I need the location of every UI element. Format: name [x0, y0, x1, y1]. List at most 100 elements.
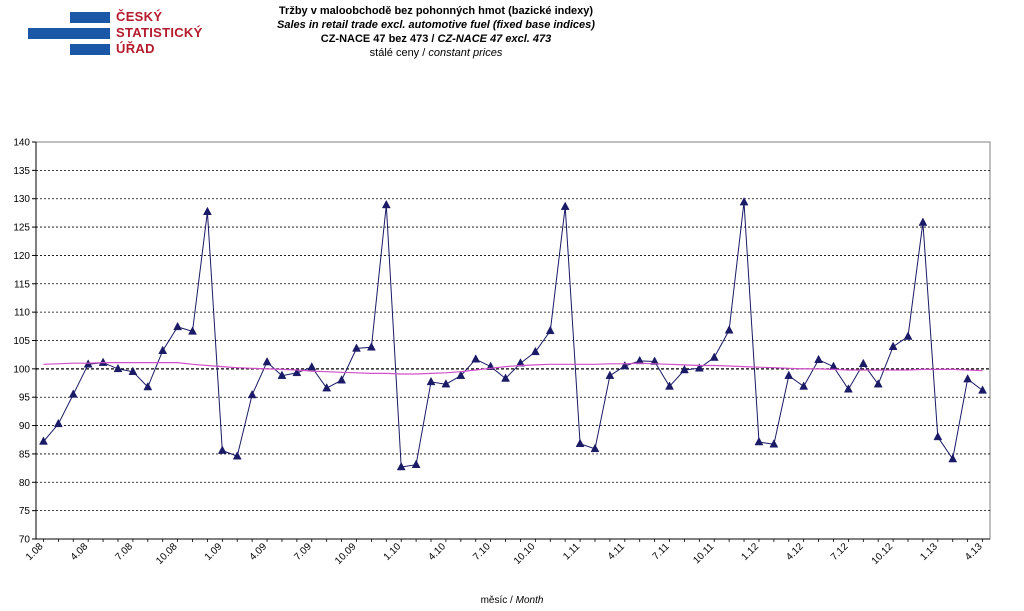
x-tick-label: 10.08 — [154, 541, 180, 567]
logo-bar-bottom — [70, 44, 110, 55]
x-tick-label: 10.09 — [333, 541, 359, 567]
data-point-marker — [754, 436, 764, 446]
chart-header: Tržby v maloobchodě bez pohonných hmot (… — [186, 4, 686, 60]
data-point-marker — [620, 360, 630, 370]
data-point-marker — [173, 321, 183, 331]
x-tick-label: 7.10 — [471, 541, 493, 563]
data-point-marker — [307, 362, 317, 371]
data-point-marker — [843, 384, 853, 393]
data-point-marker — [501, 373, 510, 382]
data-point-marker — [381, 199, 391, 209]
x-tick-label: 10.11 — [691, 541, 716, 566]
data-point-marker — [113, 363, 123, 373]
data-point-marker — [769, 439, 779, 448]
data-point-marker — [322, 383, 332, 392]
data-point-marker — [456, 370, 466, 379]
data-point-marker — [933, 431, 943, 441]
x-tick-label: 10.12 — [870, 541, 896, 567]
nace-separator: / — [428, 33, 438, 45]
logo-text-line2: STATISTICKÝ — [116, 25, 203, 40]
data-point-marker — [39, 436, 48, 445]
data-point-marker — [575, 438, 585, 447]
x-tick-label: 4.11 — [606, 541, 627, 562]
data-point-marker — [665, 381, 674, 390]
x-axis-title: měsíc / Month — [0, 595, 1024, 606]
y-tick-label: 70 — [19, 535, 31, 546]
data-point-marker — [560, 201, 570, 210]
prices-separator: / — [419, 47, 429, 59]
data-point-marker — [814, 354, 823, 364]
data-point-marker — [680, 364, 689, 374]
y-tick-label: 120 — [13, 251, 30, 262]
y-tick-label: 95 — [19, 393, 31, 404]
data-point-marker — [247, 389, 257, 399]
series-line-trend — [43, 362, 983, 375]
data-point-marker — [262, 357, 272, 366]
data-point-marker — [441, 379, 451, 388]
x-axis-title-en: Month — [515, 595, 544, 606]
data-point-marker — [277, 370, 287, 379]
data-point-marker — [799, 381, 809, 390]
data-point-marker — [337, 375, 346, 384]
chart-title-cz: Tržby v maloobchodě bez pohonných hmot (… — [278, 5, 594, 17]
data-point-marker — [128, 366, 138, 375]
csu-logo: ČESKÝ STATISTICKÝ ÚŘAD — [28, 10, 208, 58]
y-tick-label: 80 — [19, 478, 31, 489]
data-point-marker — [516, 358, 525, 367]
y-tick-label: 125 — [13, 223, 30, 234]
x-tick-label: 7.11 — [651, 541, 672, 562]
series-line-sales-index — [43, 202, 983, 468]
prices-en: constant prices — [428, 47, 503, 59]
nace-en: CZ-NACE 47 excl. 473 — [437, 33, 552, 45]
y-tick-label: 140 — [13, 138, 30, 149]
nace-cz: CZ-NACE 47 bez 473 — [320, 33, 429, 45]
x-tick-label: 4.10 — [426, 541, 448, 563]
y-tick-label: 100 — [13, 364, 30, 375]
x-tick-label: 7.12 — [829, 541, 851, 563]
logo-bar-top — [70, 12, 110, 23]
data-point-marker — [948, 454, 958, 463]
data-point-marker — [366, 342, 376, 351]
data-point-marker — [590, 443, 600, 453]
y-tick-label: 75 — [19, 506, 31, 517]
y-tick-label: 130 — [13, 194, 30, 205]
y-tick-label: 135 — [13, 166, 30, 177]
data-point-marker — [858, 358, 868, 368]
data-point-marker — [635, 355, 645, 365]
data-point-marker — [694, 363, 704, 372]
x-tick-label: 7.09 — [292, 541, 314, 563]
data-point-marker — [53, 418, 63, 428]
y-tick-label: 85 — [19, 449, 31, 460]
data-point-marker — [739, 197, 749, 206]
data-point-marker — [724, 325, 734, 334]
data-point-marker — [903, 331, 913, 340]
data-point-marker — [188, 326, 197, 335]
data-point-marker — [888, 341, 898, 350]
data-point-marker — [426, 376, 436, 386]
data-point-marker — [292, 367, 302, 377]
nace-line: CZ-NACE 47 bez 473 / CZ-NACE 47 excl. 47… — [186, 32, 686, 46]
data-point-marker — [605, 370, 615, 379]
data-point-marker — [352, 343, 361, 352]
x-tick-label: 1.13 — [918, 541, 940, 563]
logo-text-line1: ČESKÝ — [116, 9, 163, 24]
data-point-marker — [709, 352, 719, 361]
x-axis-title-separator: / — [507, 595, 516, 606]
x-tick-label: 4.13 — [963, 541, 985, 563]
y-tick-label: 105 — [13, 336, 30, 347]
x-tick-label: 4.12 — [784, 541, 806, 563]
data-point-marker — [203, 206, 212, 216]
x-tick-label: 1.12 — [740, 541, 762, 563]
y-tick-label: 90 — [19, 421, 31, 432]
logo-bar-middle — [28, 28, 110, 39]
data-point-marker — [784, 370, 794, 379]
logo-text-line3: ÚŘAD — [116, 41, 155, 56]
data-point-marker — [650, 356, 660, 365]
data-point-marker — [232, 451, 242, 460]
data-point-marker — [217, 445, 227, 454]
x-tick-label: 1.09 — [203, 541, 225, 563]
data-point-marker — [918, 217, 928, 226]
y-tick-label: 115 — [14, 279, 30, 290]
prices-cz: stálé ceny — [369, 47, 420, 59]
chart-title-en: Sales in retail trade excl. automotive f… — [277, 19, 595, 31]
